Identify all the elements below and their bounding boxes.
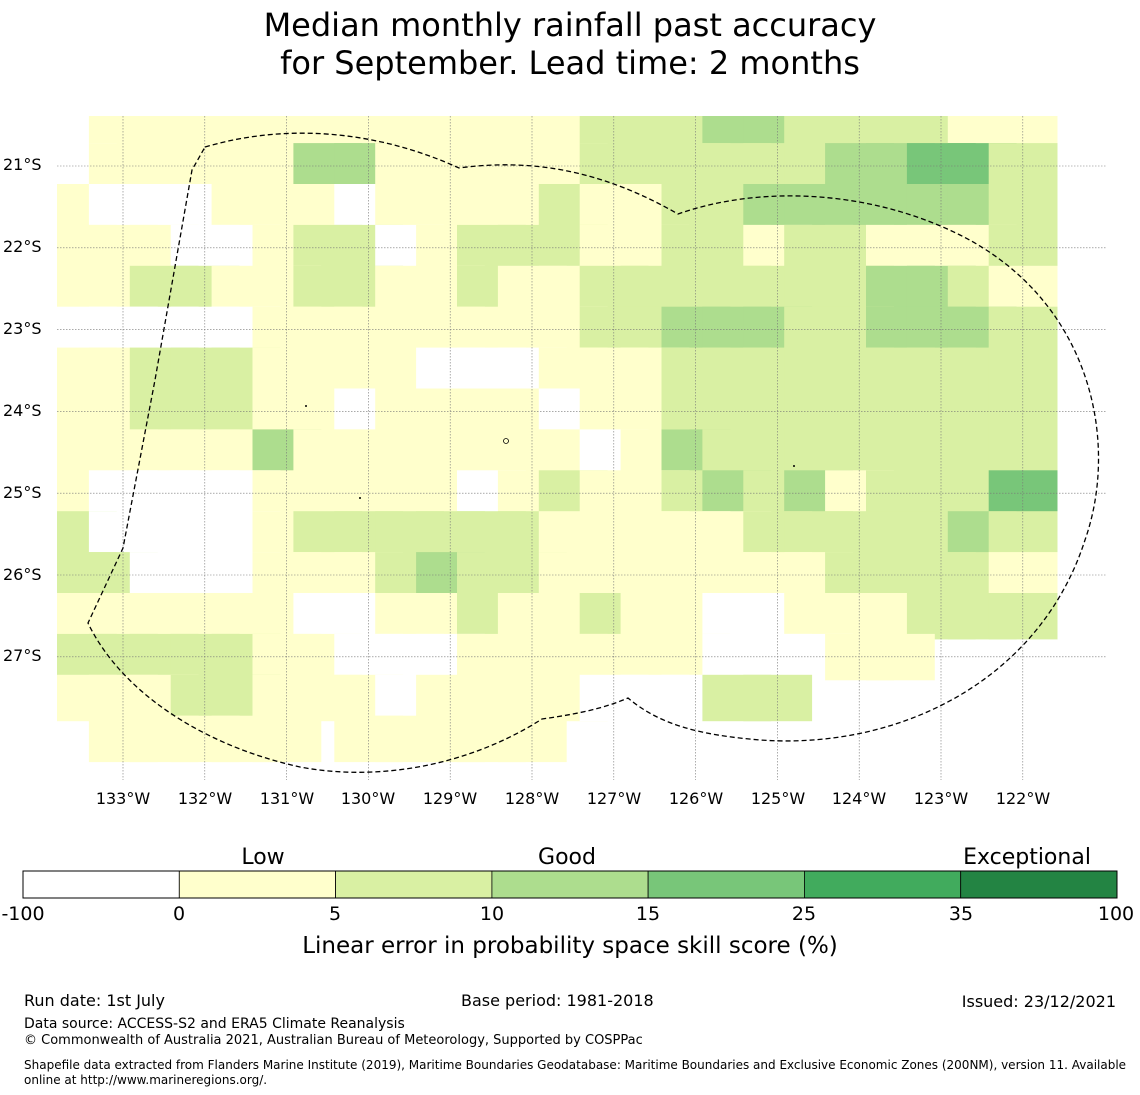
- colorbar-swatch: [335, 870, 493, 899]
- title-line-2: for September. Lead time: 2 months: [280, 44, 860, 82]
- grid-cell: [866, 633, 935, 681]
- grid-cell: [988, 593, 1058, 640]
- shapefile-credit: Shapefile data extracted from Flanders M…: [24, 1058, 1127, 1087]
- lat-label-25s: 25°S: [3, 483, 42, 502]
- colorbar-swatch: [22, 870, 180, 899]
- lon-label-124w: 124°W: [831, 789, 887, 808]
- colorbar-tick-10: 10: [479, 903, 505, 925]
- lon-label-131w: 131°W: [259, 789, 315, 808]
- skill-grid-cells: [57, 116, 1058, 763]
- title-line-1: Median monthly rainfall past accuracy: [263, 6, 877, 44]
- colorbar-swatch: [178, 870, 337, 899]
- lat-label-22s: 22°S: [3, 237, 42, 256]
- colorbar-word-low: Low: [241, 845, 285, 870]
- data-source: Data source: ACCESS-S2 and ERA5 Climate …: [24, 1016, 405, 1032]
- lon-label-123w: 123°W: [913, 789, 969, 808]
- lon-label-126w: 126°W: [668, 789, 724, 808]
- colorbar-tick-25: 25: [791, 903, 817, 925]
- lon-label-128w: 128°W: [504, 789, 560, 808]
- chart-title: Median monthly rainfall past accuracy fo…: [0, 6, 1140, 82]
- colorbar-tick-minus100: -100: [1, 903, 45, 925]
- colorbar-swatch: [647, 870, 805, 899]
- colorbar-tick-100: 100: [1097, 903, 1135, 925]
- run-date: Run date: 1st July: [24, 991, 165, 1010]
- lon-label-129w: 129°W: [422, 789, 478, 808]
- lon-label-127w: 127°W: [586, 789, 642, 808]
- colorbar-tick-15: 15: [635, 903, 661, 925]
- lat-label-23s: 23°S: [3, 319, 42, 338]
- colorbar-word-exceptional: Exceptional: [963, 845, 1091, 870]
- colorbar: [22, 870, 1118, 899]
- eez-boundary: [87, 132, 1100, 773]
- colorbar-swatch: [960, 870, 1118, 899]
- lon-label-133w: 133°W: [95, 789, 151, 808]
- lon-label-132w: 132°W: [177, 789, 233, 808]
- issued-date: Issued: 23/12/2021: [961, 992, 1116, 1011]
- lon-label-130w: 130°W: [340, 789, 396, 808]
- map-gridlines: [57, 116, 1106, 780]
- colorbar-label: Linear error in probability space skill …: [302, 933, 838, 959]
- colorbar-word-good: Good: [538, 845, 596, 870]
- lat-label-24s: 24°S: [3, 401, 42, 420]
- colorbar-tick-5: 5: [328, 903, 342, 925]
- lat-label-21s: 21°S: [3, 155, 42, 174]
- colorbar-swatch: [491, 870, 649, 899]
- colorbar-tick-35: 35: [948, 903, 974, 925]
- lon-label-125w: 125°W: [750, 789, 806, 808]
- colorbar-tick-0: 0: [172, 903, 186, 925]
- colorbar-outline: [22, 870, 1118, 899]
- lon-label-122w: 122°W: [995, 789, 1051, 808]
- lat-label-27s: 27°S: [3, 646, 42, 665]
- base-period: Base period: 1981-2018: [461, 991, 654, 1010]
- colorbar-swatch: [804, 870, 962, 899]
- lat-label-26s: 26°S: [3, 565, 42, 584]
- copyright: © Commonwealth of Australia 2021, Austra…: [24, 1033, 643, 1048]
- island-markers: [305, 405, 795, 499]
